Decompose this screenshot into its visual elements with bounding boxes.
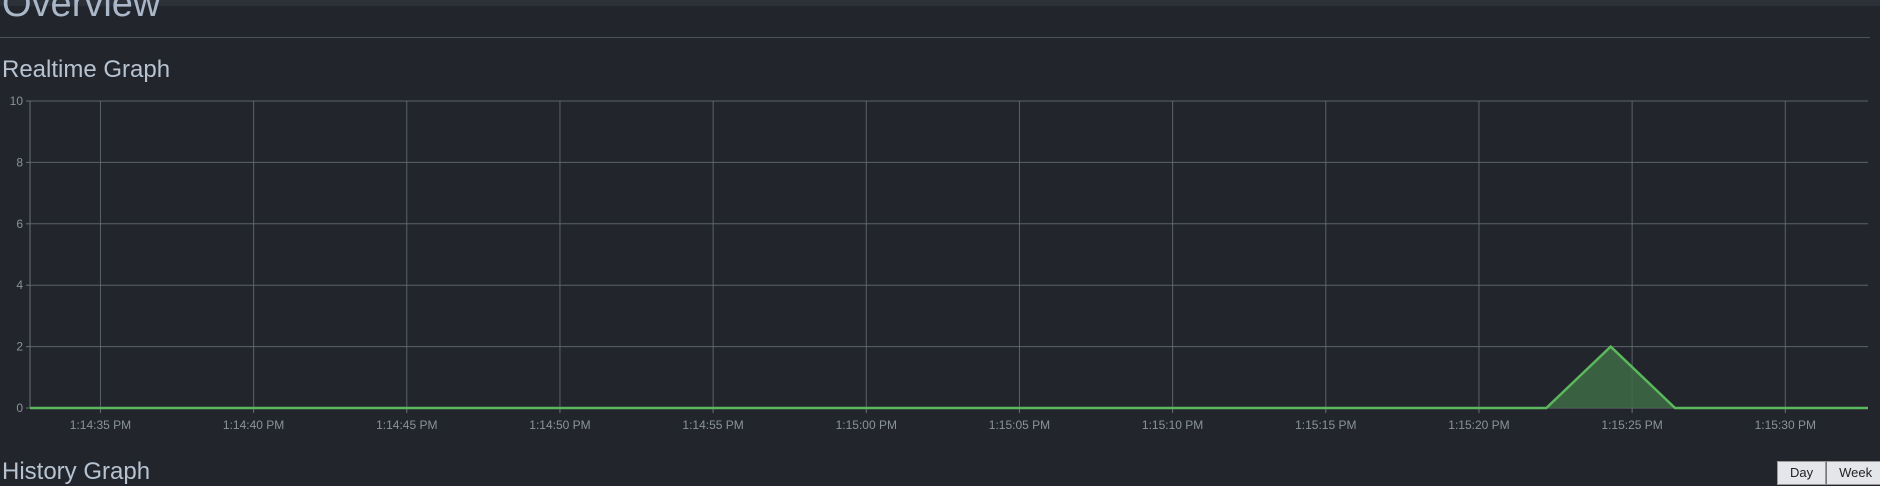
- x-axis-ticks: 1:14:35 PM 1:14:40 PM 1:14:45 PM 1:14:50 PM…: [70, 418, 1816, 432]
- page-title: Overview: [2, 0, 161, 25]
- range-button-group: Day Week: [1777, 461, 1880, 485]
- y-tick-label: 4: [16, 278, 23, 292]
- y-tick-label: 0: [16, 401, 23, 415]
- history-graph-heading: History Graph: [2, 458, 151, 485]
- realtime-graph-heading: Realtime Graph: [2, 56, 171, 83]
- x-tick-label: 1:15:20 PM: [1448, 418, 1509, 432]
- x-tick-label: 1:14:45 PM: [376, 418, 437, 432]
- y-tick-label: 2: [16, 340, 23, 354]
- y-tick-label: 6: [16, 217, 23, 231]
- x-tick-label: 1:14:55 PM: [682, 418, 743, 432]
- y-axis-ticks: 0 2 4 6 8 10: [10, 94, 24, 415]
- x-tick-label: 1:14:50 PM: [529, 418, 590, 432]
- range-day-button[interactable]: Day: [1777, 461, 1827, 485]
- x-tick-label: 1:14:40 PM: [223, 418, 284, 432]
- series-area: [30, 346, 1868, 408]
- x-tick-label: 1:15:00 PM: [836, 418, 897, 432]
- y-tick-label: 8: [16, 155, 23, 169]
- x-tick-label: 1:14:35 PM: [70, 418, 131, 432]
- range-week-button[interactable]: Week: [1826, 461, 1880, 485]
- x-tick-label: 1:15:25 PM: [1601, 418, 1662, 432]
- y-tick-label: 10: [10, 94, 24, 108]
- chart-series: [30, 344, 1868, 410]
- series-line: [30, 344, 1868, 410]
- top-bar: [0, 0, 1880, 6]
- x-tick-label: 1:15:15 PM: [1295, 418, 1356, 432]
- x-tick-label: 1:15:10 PM: [1142, 418, 1203, 432]
- title-divider: [0, 37, 1870, 38]
- x-tick-label: 1:15:05 PM: [989, 418, 1050, 432]
- x-tick-label: 1:15:30 PM: [1755, 418, 1816, 432]
